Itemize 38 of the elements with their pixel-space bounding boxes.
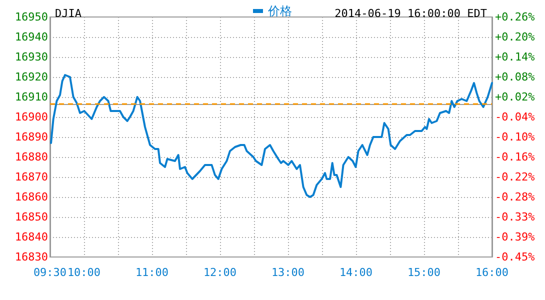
y-tick-label: 16830 <box>14 250 48 264</box>
x-tick-label: 13:00 <box>271 266 305 279</box>
line-series <box>50 74 493 198</box>
y2-tick-label: -0.39% <box>495 230 536 244</box>
y2-tick-label: +0.20% <box>495 30 536 44</box>
x-tick-label: 11:00 <box>135 266 169 279</box>
y2-tick-label: +0.14% <box>495 50 536 64</box>
y-tick-label: 16870 <box>14 170 48 184</box>
legend-label: 价格 <box>267 4 292 18</box>
chart-title: DJIA <box>55 7 82 20</box>
y2-tick-label: -0.04% <box>495 110 536 124</box>
y2-tick-label: +0.08% <box>495 70 536 84</box>
y-tick-label: 16950 <box>14 10 48 24</box>
y-tick-label: 16900 <box>14 110 48 124</box>
y-tick-label: 16930 <box>14 50 48 64</box>
x-tick-label: 12:00 <box>203 266 237 279</box>
y-tick-label: 16840 <box>14 230 48 244</box>
y2-tick-label: -0.22% <box>495 170 536 184</box>
y-tick-label: 16860 <box>14 190 48 204</box>
y-tick-label: 16890 <box>14 130 48 144</box>
y2-tick-label: -0.33% <box>495 210 536 224</box>
y2-tick-label: -0.45% <box>495 250 536 264</box>
y2-tick-label: +0.02% <box>495 90 536 104</box>
y2-tick-label: -0.16% <box>495 150 536 164</box>
x-tick-label: 14:00 <box>339 266 373 279</box>
y-tick-label: 16940 <box>14 30 48 44</box>
x-tick-label: 16:00 <box>475 266 509 279</box>
y-tick-label: 16850 <box>14 210 48 224</box>
chart-subtitle: 2014-06-19 16:00:00 EDT <box>334 7 488 20</box>
x-tick-label: 15:00 <box>407 266 441 279</box>
y2-tick-label: -0.10% <box>495 130 536 144</box>
x-tick-label: 10:00 <box>67 266 101 279</box>
y-tick-label: 16920 <box>14 70 48 84</box>
y-tick-label: 16910 <box>14 90 48 104</box>
x-tick-label: 09:30 <box>33 266 67 279</box>
y2-tick-label: -0.28% <box>495 190 536 204</box>
y2-tick-label: +0.26% <box>495 10 536 24</box>
y-tick-label: 16880 <box>14 150 48 164</box>
